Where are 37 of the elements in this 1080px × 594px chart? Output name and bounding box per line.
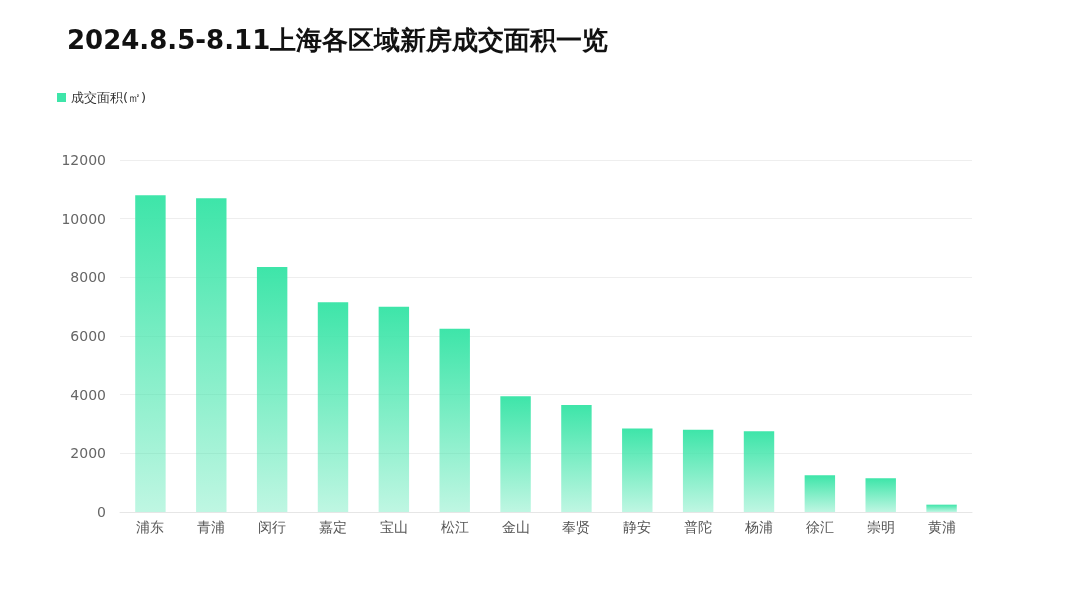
x-tick-label: 徐汇 <box>805 519 834 535</box>
y-tick-label: 12000 <box>61 152 106 168</box>
x-tick-label: 普陀 <box>684 519 713 535</box>
x-tick-label: 杨浦 <box>744 519 773 535</box>
x-tick-label: 嘉定 <box>319 519 347 535</box>
y-tick-label: 4000 <box>70 386 106 403</box>
bar <box>926 504 957 512</box>
x-tick-label: 青浦 <box>197 519 226 535</box>
y-tick-label: 8000 <box>70 269 106 286</box>
bar <box>682 429 714 512</box>
x-tick-label: 崇明 <box>866 519 895 535</box>
bar <box>317 302 349 512</box>
bar <box>135 195 166 512</box>
bar <box>622 428 653 512</box>
bar <box>439 328 470 512</box>
bar <box>804 475 836 512</box>
x-tick-label: 闵行 <box>258 519 287 535</box>
x-tick-label: 松江 <box>440 519 469 535</box>
bar <box>500 396 531 512</box>
bar <box>378 306 410 512</box>
y-tick-label: 10000 <box>61 210 106 227</box>
y-tick-label: 6000 <box>70 328 106 344</box>
x-tick-label: 浦东 <box>136 519 165 535</box>
y-tick-label: 2000 <box>70 445 106 462</box>
x-tick-label: 奉贤 <box>562 519 591 535</box>
x-tick-label: 金山 <box>501 519 530 535</box>
bar <box>196 198 227 512</box>
bar <box>865 478 896 512</box>
bar <box>256 267 288 512</box>
chart-title: 2024.8.5-8.11上海各区域新房成交面积一览 <box>67 25 609 55</box>
y-tick-label: 0 <box>97 504 106 520</box>
bar <box>743 431 775 512</box>
x-tick-label: 静安 <box>623 519 652 535</box>
x-tick-label: 宝山 <box>379 519 408 535</box>
legend-label: 成交面积(㎡) <box>71 90 147 105</box>
bar <box>561 404 592 512</box>
x-tick-label: 黄浦 <box>927 519 956 535</box>
